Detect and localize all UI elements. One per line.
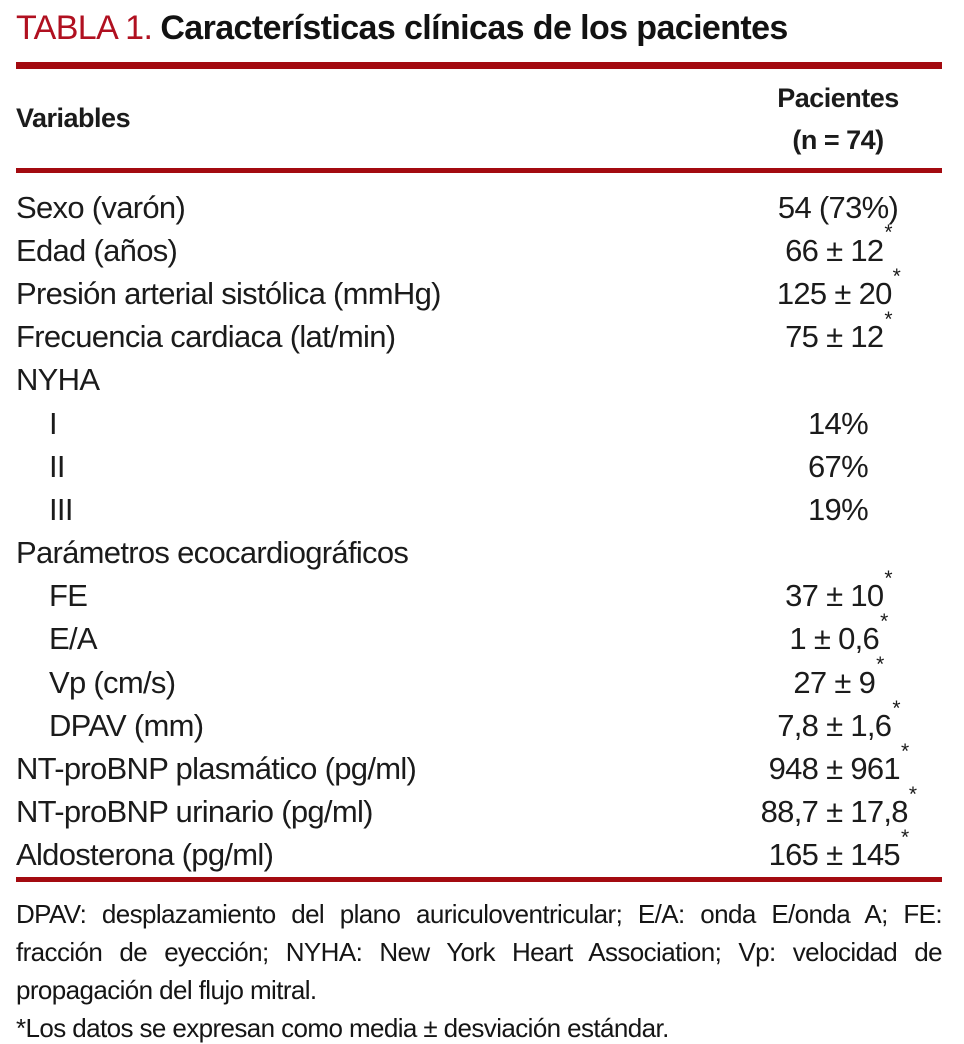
table-row: NT-proBNP plasmático (pg/ml) 948 ± 961*	[16, 741, 942, 790]
row-label: NYHA	[16, 362, 100, 398]
asterisk-superscript: *	[892, 264, 901, 288]
patients-header-line2: (n = 74)	[792, 124, 884, 155]
row-label: NT-proBNP plasmático (pg/ml)	[16, 751, 417, 787]
row-value: 19%	[734, 492, 942, 528]
row-value: 66 ± 12*	[734, 222, 942, 269]
row-value: 27 ± 9*	[734, 654, 942, 701]
row-value: 125 ± 20*	[734, 266, 942, 312]
row-value: 88,7 ± 17,8*	[734, 784, 942, 830]
footnotes: DPAV: desplazamiento del plano auriculov…	[16, 882, 943, 1044]
top-rule	[16, 62, 942, 69]
table-row: Sexo (varón) 54 (73%)	[16, 186, 942, 229]
statistics-note: *Los datos se expresan como media ± desv…	[16, 1013, 669, 1043]
table-row: NT-proBNP urinario (pg/ml) 88,7 ± 17,8*	[16, 784, 942, 834]
table-body: Sexo (varón) 54 (73%) Edad (años) 66 ± 1…	[16, 173, 942, 877]
value-text: 948 ± 961	[768, 751, 901, 787]
row-label: Edad (años)	[16, 232, 178, 268]
value-text: 67%	[808, 448, 869, 484]
asterisk-superscript: *	[908, 782, 917, 806]
value-text: 75 ± 12	[785, 319, 884, 355]
table-number: TABLA 1.	[16, 9, 153, 47]
row-value: 1 ± 0,6*	[734, 611, 942, 657]
asterisk-superscript: *	[884, 566, 892, 590]
value-text: 66 ± 12	[785, 232, 884, 268]
row-label: III	[49, 491, 73, 527]
asterisk-superscript: *	[892, 696, 900, 720]
table-row: Parámetros ecocardiográficos	[16, 532, 942, 575]
row-label: NT-proBNP urinario (pg/ml)	[16, 794, 373, 830]
row-label: Presión arterial sistólica (mmHg)	[16, 275, 441, 311]
value-text: 165 ± 145	[768, 837, 901, 873]
row-label: Vp (cm/s)	[49, 664, 176, 700]
row-label: FE	[49, 578, 88, 614]
value-text: 37 ± 10	[785, 578, 884, 614]
row-label: DPAV (mm)	[49, 707, 204, 743]
row-value: 37 ± 10*	[734, 568, 942, 614]
asterisk-superscript: *	[876, 653, 884, 677]
table-row: Aldosterona (pg/ml) 165 ± 145*	[16, 827, 942, 877]
row-label: Frecuencia cardiaca (lat/min)	[16, 319, 396, 355]
abbreviations-note: DPAV: desplazamiento del plano auriculov…	[16, 899, 943, 1005]
row-value: 165 ± 145*	[734, 827, 942, 873]
asterisk-superscript: *	[880, 610, 888, 634]
table-row: Presión arterial sistólica (mmHg) 125 ± …	[16, 266, 942, 315]
table-row: I 14%	[16, 402, 942, 445]
row-value: 75 ± 12*	[734, 309, 942, 355]
table-row: III 19%	[16, 488, 942, 531]
row-label: E/A	[49, 621, 98, 657]
row-label: Parámetros ecocardiográficos	[16, 535, 409, 571]
asterisk-superscript: *	[900, 739, 909, 763]
value-text: 88,7 ± 17,8	[760, 794, 909, 830]
row-label: I	[49, 405, 58, 441]
asterisk-superscript: *	[884, 221, 892, 245]
value-text: 7,8 ± 1,6	[777, 707, 892, 743]
value-text: 14%	[808, 405, 869, 441]
row-value: 14%	[734, 406, 942, 442]
column-header-patients: Pacientes (n = 74)	[734, 77, 942, 161]
value-text: 27 ± 9	[793, 664, 876, 700]
table-row: Frecuencia cardiaca (lat/min) 75 ± 12*	[16, 309, 942, 359]
table-figure: TABLA 1. Características clínicas de los …	[0, 8, 964, 1044]
asterisk-superscript: *	[900, 826, 909, 850]
bottom-rule	[16, 877, 942, 882]
value-text: 19%	[808, 491, 869, 527]
table-caption: Características clínicas de los paciente…	[160, 9, 788, 47]
table-row: II 67%	[16, 445, 942, 488]
row-label: II	[49, 448, 66, 484]
row-value: 54 (73%)	[734, 190, 942, 226]
table-row: NYHA	[16, 359, 942, 402]
column-header-variables: Variables	[16, 103, 131, 133]
table-row: Vp (cm/s) 27 ± 9*	[16, 654, 942, 704]
asterisk-superscript: *	[884, 307, 892, 331]
table-row: E/A 1 ± 0,6*	[16, 611, 942, 661]
row-value: 948 ± 961*	[734, 741, 942, 787]
row-value: 67%	[734, 449, 942, 485]
value-text: 1 ± 0,6	[789, 621, 880, 657]
table-row: DPAV (mm) 7,8 ± 1,6*	[16, 698, 942, 747]
table-row: Edad (años) 66 ± 12*	[16, 222, 942, 272]
table-title: TABLA 1. Características clínicas de los …	[16, 8, 942, 48]
table-header: Variables Pacientes (n = 74)	[16, 69, 942, 168]
value-text: 125 ± 20	[776, 275, 893, 311]
value-text: 54 (73%)	[777, 189, 899, 225]
row-label: Sexo (varón)	[16, 189, 186, 225]
header-rule	[16, 168, 942, 173]
patients-header-line1: Pacientes	[777, 82, 899, 113]
row-label: Aldosterona (pg/ml)	[16, 837, 274, 873]
row-value: 7,8 ± 1,6*	[734, 698, 942, 744]
table-row: FE 37 ± 10*	[16, 568, 942, 618]
